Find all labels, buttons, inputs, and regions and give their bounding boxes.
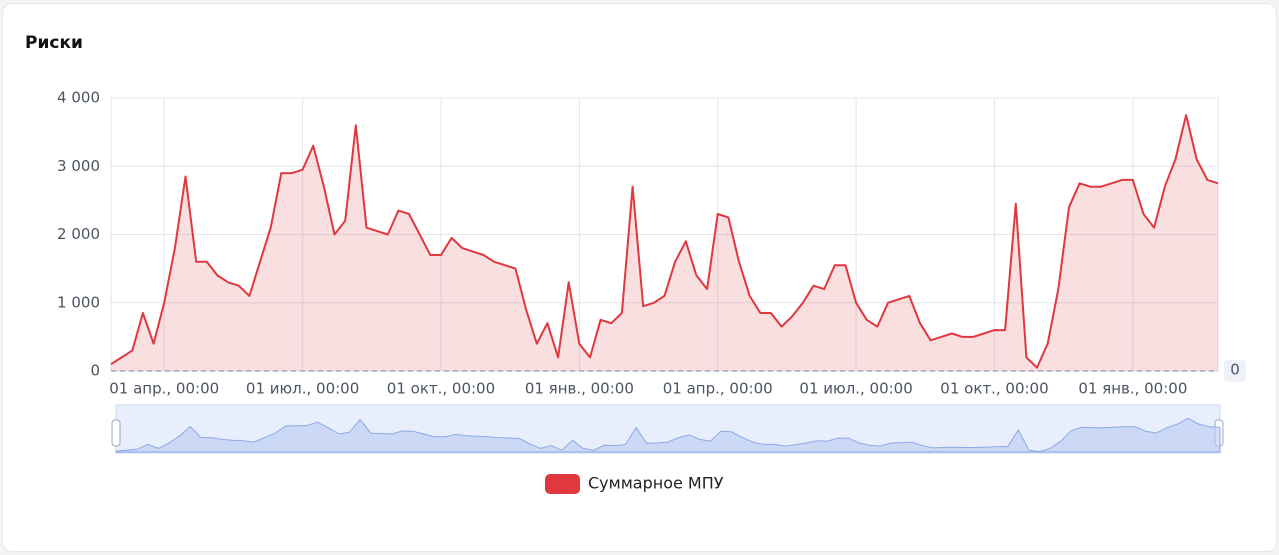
x-tick-label: 01 июл., 00:00 [799,380,912,398]
x-tick-label: 01 апр., 00:00 [109,380,219,398]
line [110,114,1219,369]
chart-title: Риски [25,33,83,53]
y-tick-label: 0 [90,362,100,380]
legend-swatch [545,474,580,494]
x-tick-label: 01 июл., 00:00 [246,380,359,398]
card [2,3,1277,552]
area [111,115,1218,371]
y-tick-label: 4 000 [57,89,100,107]
zoom-preview [115,417,1221,453]
x-tick-label: 01 янв., 00:00 [525,380,634,398]
x-tick-label: 01 апр., 00:00 [663,380,773,398]
x-tick-label: 01 окт., 00:00 [940,380,1048,398]
legend-label: Суммарное МПУ [588,474,724,493]
x-tick-label: 01 окт., 00:00 [387,380,495,398]
x-tick-label: 01 янв., 00:00 [1078,380,1187,398]
mark-label-bg [1224,360,1246,382]
y-tick-label: 2 000 [57,225,100,243]
y-tick-label: 3 000 [57,157,100,175]
y-tick-label: 1 000 [57,293,100,311]
mark-label: 0 [1230,361,1240,379]
zoom-handle[interactable] [111,419,121,447]
